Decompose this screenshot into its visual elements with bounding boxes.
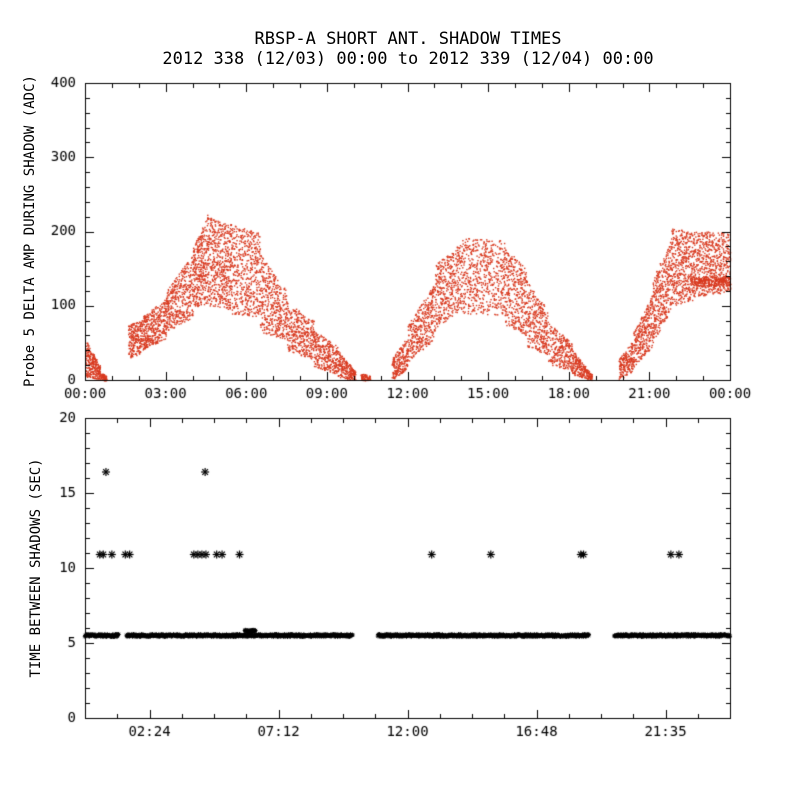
bottom-y-axis-label: TIME BETWEEN SHADOWS (SEC): [28, 458, 44, 678]
chart-title: RBSP-A SHORT ANT. SHADOW TIMES: [254, 29, 562, 49]
top-y-axis-label: Probe 5 DELTA AMP DURING SHADOW (ADC): [22, 75, 38, 387]
chart-subtitle: 2012 338 (12/03) 00:00 to 2012 339 (12/0…: [162, 49, 654, 69]
